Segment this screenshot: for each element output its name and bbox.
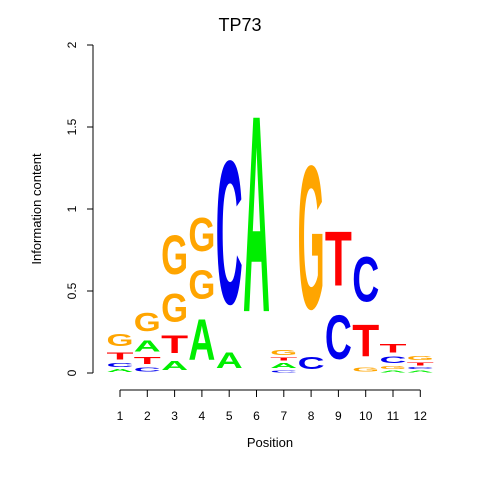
y-tick-label: 0 [65,369,79,376]
logo-letter-A: A [407,370,434,373]
logo-letter-G: G [270,349,297,357]
y-tick-label: 0.5 [65,282,79,299]
x-tick-label: 7 [280,409,287,423]
logo-letter-T: T [352,316,379,367]
y-axis-title: Information content [29,153,44,265]
x-tick-label: 10 [359,409,373,423]
logo-letter-C: C [298,354,325,373]
position-stack-4: AGG [188,207,215,373]
logo-letter-G: G [161,223,188,285]
logo-letter-G: G [161,286,188,331]
logo-letter-C: C [407,366,434,369]
x-tick-label: 5 [226,409,233,423]
logo-letter-G: G [188,263,215,308]
x-axis-title: Position [247,435,293,450]
chart-title: TP73 [218,15,261,35]
logo-letter-G: G [188,207,215,261]
logo-letter-G: G [134,307,161,337]
position-stack-5: AC [216,120,243,374]
x-tick-label: 1 [117,409,124,423]
logo-letter-C: C [380,355,407,365]
logo-letter-T: T [270,357,297,362]
logo-letter-G: G [407,355,434,362]
logo-letter-C: C [352,244,379,316]
logo-letter-T: T [161,331,188,359]
y-axis: 0 0.5 1 1.5 2 [65,41,94,376]
logo-letter-A: A [107,368,134,373]
y-tick-label: 1 [65,205,79,212]
x-tick-label: 6 [253,409,260,423]
logo-letter-G: G [352,367,379,374]
logo-letter-A: A [216,349,243,373]
logo-letter-C: C [270,370,297,373]
logo-letter-C: C [134,366,161,373]
x-tick-label: 8 [308,409,315,423]
logo-letter-A: A [270,362,297,370]
position-stack-8: CG [298,124,325,373]
x-tick-label: 2 [144,409,151,423]
position-stack-10: GTC [352,244,379,373]
logo-letter-G: G [380,365,407,370]
logo-letter-A: A [188,309,215,373]
position-stack-6: A [243,57,270,371]
logo-letter-C: C [107,362,134,369]
x-tick-label: 11 [387,409,400,423]
logo-letter-T: T [134,355,162,367]
x-tick-label: 12 [414,409,428,423]
logo-letter-C: C [325,302,352,373]
logo-letter-T: T [325,217,352,303]
x-tick-label: 4 [199,409,206,423]
position-stack-9: CT [325,217,352,373]
logo-letter-T: T [107,350,135,362]
logo-letter-A: A [161,358,188,373]
logo-letter-T: T [380,342,407,355]
logo-letter-G: G [298,124,325,353]
logo-letter-A: A [243,57,270,371]
x-tick-label: 3 [171,409,178,423]
logo-letter-G: G [107,330,134,350]
logo-letter-A: A [134,337,161,355]
y-tick-label: 1.5 [65,118,79,135]
y-tick-label: 2 [65,41,79,48]
x-axis: 1 2 3 4 5 6 7 8 9 10 11 12 [117,389,428,423]
logo-letter-A: A [380,370,407,373]
logo-letter-C: C [216,120,243,348]
x-tick-label: 9 [335,409,342,423]
logo-letter-T: T [407,362,434,367]
